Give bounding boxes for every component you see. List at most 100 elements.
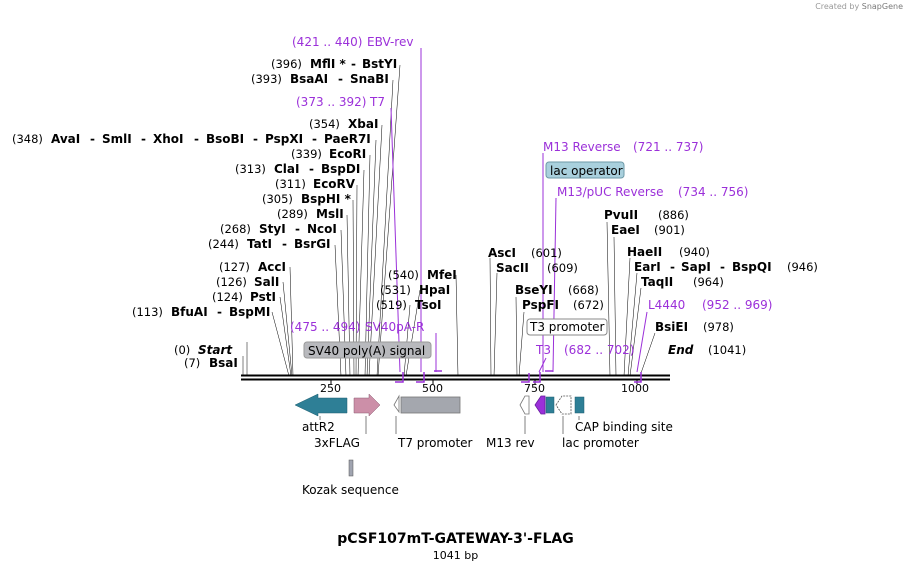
primer-m13-reverse: M13 Reverse (721 .. 737) <box>543 140 703 154</box>
svg-text:(311): (311) <box>275 177 306 191</box>
lac-operator-block <box>545 396 555 414</box>
svg-text:-: - <box>720 260 725 274</box>
svg-text:-: - <box>217 305 222 319</box>
enzyme-acci: (127) AccI <box>219 260 286 274</box>
svg-text:(540): (540) <box>388 268 419 282</box>
svg-text:(601): (601) <box>531 246 562 260</box>
enzyme-styi: (268) StyI - NcoI <box>220 222 337 236</box>
enzyme-bseyi: BseYI (668) <box>515 283 599 297</box>
svg-text:XhoI: XhoI <box>153 132 184 146</box>
svg-text:-: - <box>295 222 300 236</box>
svg-text:(901): (901) <box>654 223 685 237</box>
svg-text:(734 .. 756): (734 .. 756) <box>678 185 748 199</box>
enzyme-mfli: (396) MflI * - BstYI <box>271 57 397 71</box>
svg-text:T3: T3 <box>535 343 551 357</box>
svg-text:lac operator: lac operator <box>550 164 623 178</box>
m13-rev-arrow <box>519 395 530 415</box>
svg-text:M13 Reverse: M13 Reverse <box>543 140 621 154</box>
svg-text:BsiEI: BsiEI <box>655 320 688 334</box>
t7-promoter-arrow <box>393 394 400 414</box>
svg-text:(313): (313) <box>235 162 266 176</box>
enzyme-tati: (244) TatI - BsrGI <box>208 237 331 251</box>
svg-text:(668): (668) <box>568 283 599 297</box>
svg-text:BspMI: BspMI <box>229 305 270 319</box>
svg-text:-: - <box>309 162 314 176</box>
svg-text:BfuAI: BfuAI <box>171 305 208 319</box>
primer-t3: T3 (682 .. 702) <box>535 343 634 357</box>
svg-text:(531): (531) <box>380 283 411 297</box>
svg-text:BseYI: BseYI <box>515 283 553 297</box>
svg-text:PstI: PstI <box>250 290 276 304</box>
primer-l4440: L4440 (952 .. 969) <box>648 298 772 312</box>
svg-text:(682 .. 702): (682 .. 702) <box>564 343 634 357</box>
start-label: (0) Start <box>174 343 233 357</box>
svg-text:M13/pUC Reverse: M13/pUC Reverse <box>557 185 664 199</box>
svg-text:SV40pA-R: SV40pA-R <box>365 320 424 334</box>
svg-text:AvaI: AvaI <box>51 132 80 146</box>
svg-text:(244): (244) <box>208 237 239 251</box>
svg-text:XbaI: XbaI <box>348 117 378 131</box>
enzyme-bsaai: (393) BsaAI - SnaBI <box>251 72 389 86</box>
snapgene-credit: Created by SnapGene <box>815 2 903 11</box>
svg-text:(305): (305) <box>262 192 293 206</box>
t7-promoter-label: T7 promoter <box>397 436 473 450</box>
t7-promoter-block <box>400 396 461 414</box>
end-label: End (1041) <box>668 343 746 357</box>
svg-text:BspDI: BspDI <box>321 162 360 176</box>
svg-text:AccI: AccI <box>258 260 286 274</box>
svg-text:ClaI: ClaI <box>274 162 299 176</box>
kozak-sequence-label: Kozak sequence <box>302 483 399 497</box>
svg-text:MfeI: MfeI <box>427 268 457 282</box>
feature-leader-lines <box>319 416 580 434</box>
enzyme-bfuai: (113) BfuAI - BspMI <box>132 305 270 319</box>
enzyme-mfei: (540) MfeI <box>388 268 457 282</box>
svg-text:HpaI: HpaI <box>419 283 450 297</box>
svg-text:EcoRV: EcoRV <box>313 177 356 191</box>
svg-text:(373 .. 392): (373 .. 392) <box>296 95 366 109</box>
snapgene-logo: SnapGene <box>861 2 903 11</box>
svg-text:(289): (289) <box>277 207 308 221</box>
tick-250: 250 <box>320 382 341 395</box>
svg-text:EcoRI: EcoRI <box>329 147 366 161</box>
svg-text:(127): (127) <box>219 260 250 274</box>
enzyme-taqii: TaqII (964) <box>641 275 724 289</box>
svg-text:(126): (126) <box>216 275 247 289</box>
svg-text:(393): (393) <box>251 72 282 86</box>
t3-promoter-box: T3 promoter <box>526 318 608 336</box>
svg-text:(519): (519) <box>376 298 407 312</box>
enzyme-eari: EarI - SapI - BspQI (946) <box>634 260 818 274</box>
lac-promoter-arrow <box>555 395 572 415</box>
enzyme-pvuii: PvuII (886) <box>604 208 689 222</box>
svg-text:-: - <box>194 132 199 146</box>
svg-text:(946): (946) <box>787 260 818 274</box>
enzyme-avai-group: (348) AvaI - SmlI - XhoI - BsoBI - PspXI… <box>12 132 371 146</box>
tick-500: 500 <box>422 382 443 395</box>
plasmid-name: pCSF107mT-GATEWAY-3'-FLAG <box>337 531 574 547</box>
credit-prefix: Created by <box>815 2 860 11</box>
svg-text:BspQI: BspQI <box>732 260 772 274</box>
primer-ebv-rev: (421 .. 440) EBV-rev <box>292 35 413 49</box>
3xflag-label: 3xFLAG <box>314 436 360 450</box>
enzyme-asci: AscI (601) <box>488 246 562 260</box>
svg-text:SalI: SalI <box>254 275 279 289</box>
svg-text:EarI: EarI <box>634 260 661 274</box>
svg-text:BspHI *: BspHI * <box>301 192 352 206</box>
svg-text:Start: Start <box>198 343 233 357</box>
lac-operator-box: lac operator <box>545 161 625 179</box>
svg-text:BsaI: BsaI <box>209 356 238 370</box>
enzyme-pspfi: PspFI (672) <box>522 298 604 312</box>
primer-sv40pa-r: (475 .. 494) SV40pA-R <box>290 320 424 334</box>
svg-text:T7: T7 <box>369 95 385 109</box>
svg-text:SapI: SapI <box>681 260 711 274</box>
cap-binding-block <box>574 396 585 414</box>
svg-text:-: - <box>282 237 287 251</box>
svg-text:BsaAI: BsaAI <box>290 72 328 86</box>
svg-text:PspXI: PspXI <box>265 132 303 146</box>
enzyme-ecorv: (311) EcoRV <box>275 177 356 191</box>
svg-text:(609): (609) <box>547 261 578 275</box>
primer-t7: (373 .. 392) T7 <box>296 95 385 109</box>
svg-text:(964): (964) <box>693 275 724 289</box>
svg-text:T3 promoter: T3 promoter <box>529 320 605 334</box>
primer-binding-marks <box>395 370 642 383</box>
